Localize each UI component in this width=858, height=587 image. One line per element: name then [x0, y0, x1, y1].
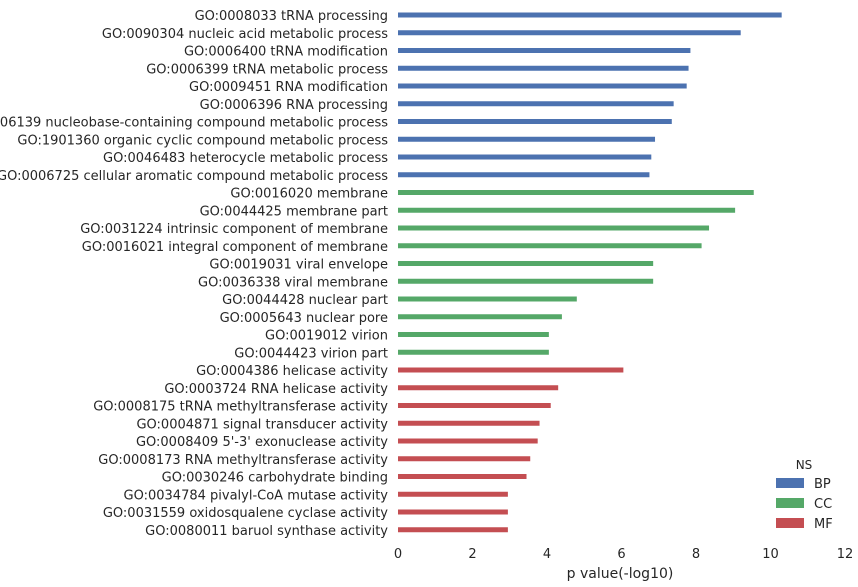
bar: [398, 349, 549, 355]
bar: [398, 278, 654, 284]
bar: [398, 367, 624, 373]
category-label: GO:0003724 RNA helicase activity: [164, 382, 388, 397]
category-label: GO:0019031 viral envelope: [209, 258, 388, 273]
x-tick-label: 2: [468, 547, 476, 562]
x-tick-label: 8: [692, 547, 700, 562]
category-label: GO:0019012 virion: [265, 329, 388, 344]
bar: [398, 296, 577, 302]
category-label: GO:0008173 RNA methyltransferase activit…: [98, 453, 388, 468]
bar: [398, 243, 702, 249]
category-label: GO:0004871 signal transducer activity: [136, 417, 388, 432]
bar: [398, 474, 527, 479]
bar: [398, 456, 531, 462]
legend-items: BP CC MF: [776, 477, 833, 532]
category-label: GO:0009451 RNA modification: [189, 80, 388, 95]
bars: [398, 12, 782, 533]
bar: [398, 527, 508, 533]
legend-swatch: [776, 478, 804, 488]
category-label: GO:0031224 intrinsic component of membra…: [80, 222, 388, 237]
category-label: GO:0006400 tRNA modification: [184, 45, 388, 60]
category-label: GO:0016021 integral component of membran…: [82, 240, 388, 255]
bar: [398, 509, 508, 515]
bar: [398, 261, 654, 266]
x-tick-label: 4: [543, 547, 551, 562]
bar: [398, 225, 710, 231]
category-label: GO:0004386 helicase activity: [196, 364, 388, 379]
bar: [398, 491, 508, 497]
legend-label: CC: [814, 497, 832, 512]
x-tick-label: 12: [837, 547, 854, 562]
category-label: GO:0006399 tRNA metabolic process: [146, 62, 388, 77]
bar: [398, 438, 538, 444]
bar: [398, 385, 559, 391]
legend-label: BP: [814, 477, 831, 492]
category-label: GO:0044425 membrane part: [200, 204, 388, 219]
legend-label: MF: [814, 517, 833, 532]
x-axis-title: p value(-log10): [567, 566, 674, 582]
category-labels: GO:0008033 tRNA processing GO:0090304 nuc…: [0, 9, 388, 539]
category-label: GO:0008033 tRNA processing: [195, 9, 388, 24]
bar: [398, 403, 551, 408]
category-label: GO:0030246 carbohydrate binding: [162, 471, 388, 486]
bar: [398, 420, 540, 426]
legend: NS BP CC MF: [776, 458, 833, 532]
category-label: GO:0046483 heterocycle metabolic process: [103, 151, 388, 166]
category-label: GO:0016020 membrane: [230, 187, 388, 202]
category-label: GO:0036338 viral membrane: [198, 275, 388, 290]
legend-swatch: [776, 518, 804, 528]
bar: [398, 30, 741, 36]
category-label: GO:0006139 nucleobase-containing compoun…: [0, 116, 388, 131]
legend-title: NS: [796, 458, 813, 472]
x-tick-label: 0: [394, 547, 402, 562]
bar: [398, 65, 689, 71]
category-label: GO:0031559 oxidosqualene cyclase activit…: [103, 506, 388, 521]
category-label: GO:0034784 pivalyl-CoA mutase activity: [124, 488, 389, 503]
bar: [398, 83, 687, 89]
bar: [398, 190, 754, 195]
category-label: GO:0090304 nucleic acid metabolic proces…: [102, 27, 388, 42]
category-label: GO:0005643 nuclear pore: [220, 311, 388, 326]
x-tick-label: 10: [762, 547, 779, 562]
category-label: GO:0006396 RNA processing: [200, 98, 388, 113]
bar: [398, 154, 652, 160]
category-label: GO:0008175 tRNA methyltransferase activi…: [93, 400, 388, 415]
category-label: GO:0080011 baruol synthase activity: [145, 524, 388, 539]
bar: [398, 332, 549, 337]
bar: [398, 136, 656, 142]
bar: [398, 172, 650, 178]
category-label: GO:0008409 5'-3' exonuclease activity: [136, 435, 388, 450]
category-label: GO:0006725 cellular aromatic compound me…: [0, 169, 388, 184]
x-axis-ticks: 0 2 4 6 8 10 12: [394, 547, 853, 562]
category-label: GO:0044423 virion part: [234, 346, 388, 361]
bar: [398, 314, 562, 320]
bar: [398, 48, 691, 53]
x-tick-label: 6: [617, 547, 625, 562]
bar: [398, 12, 782, 18]
category-label: GO:1901360 organic cyclic compound metab…: [17, 133, 388, 148]
bar: [398, 207, 736, 213]
bar: [398, 119, 672, 124]
category-label: GO:0044428 nuclear part: [222, 293, 388, 308]
bar: [398, 101, 674, 107]
legend-swatch: [776, 498, 804, 508]
